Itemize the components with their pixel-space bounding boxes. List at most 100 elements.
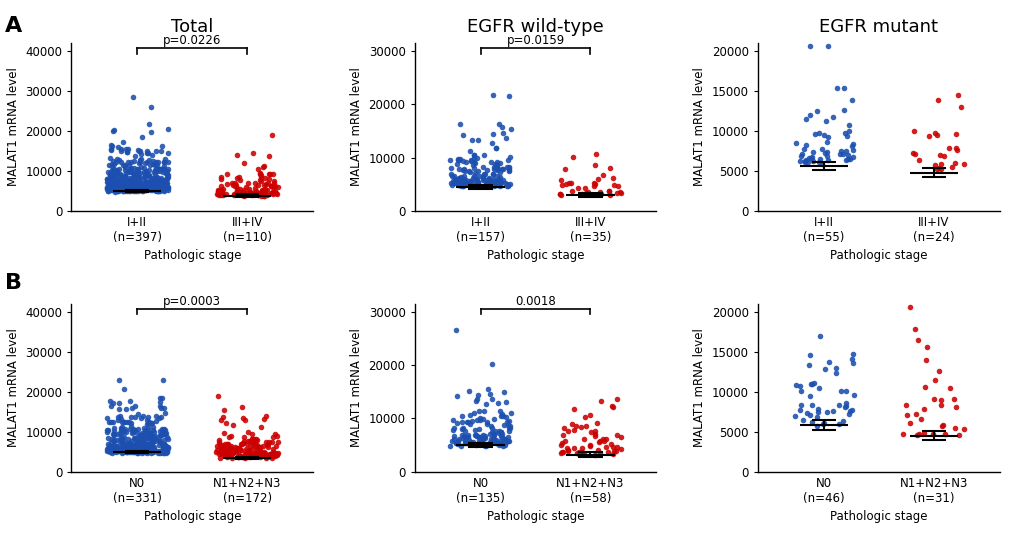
Point bbox=[144, 418, 160, 427]
Point bbox=[106, 171, 122, 180]
Point bbox=[122, 413, 139, 421]
Point bbox=[218, 449, 234, 458]
Point bbox=[569, 184, 585, 192]
Point bbox=[125, 169, 142, 177]
Point bbox=[494, 165, 511, 173]
Point bbox=[115, 446, 131, 455]
Point bbox=[127, 444, 144, 452]
Point bbox=[151, 414, 167, 423]
Point bbox=[135, 435, 151, 444]
Point bbox=[815, 131, 832, 139]
Point bbox=[242, 189, 258, 197]
Point bbox=[103, 168, 119, 177]
Point bbox=[117, 445, 133, 453]
Point bbox=[257, 188, 273, 196]
Point bbox=[255, 162, 271, 171]
Point bbox=[499, 421, 516, 429]
Point bbox=[156, 428, 172, 437]
Point bbox=[130, 410, 147, 419]
Point bbox=[597, 435, 613, 443]
Point bbox=[147, 185, 163, 194]
Point bbox=[489, 181, 505, 190]
Point bbox=[253, 191, 269, 200]
Point bbox=[136, 167, 152, 176]
Point bbox=[131, 446, 148, 455]
Point bbox=[145, 180, 161, 188]
Point bbox=[810, 129, 826, 137]
Point bbox=[252, 448, 268, 457]
Point bbox=[110, 181, 126, 189]
Point bbox=[218, 442, 234, 451]
Point bbox=[257, 186, 273, 195]
Point bbox=[605, 180, 622, 189]
Point bbox=[141, 429, 157, 437]
Point bbox=[143, 431, 159, 440]
Point bbox=[838, 132, 854, 140]
Point bbox=[952, 102, 968, 111]
Point bbox=[916, 383, 932, 391]
Point bbox=[129, 183, 146, 191]
Point bbox=[459, 439, 475, 448]
Point bbox=[147, 432, 163, 441]
Point bbox=[147, 160, 163, 169]
Point bbox=[457, 167, 473, 175]
Point bbox=[156, 430, 172, 439]
Point bbox=[609, 182, 626, 190]
Point bbox=[133, 440, 150, 449]
Point bbox=[129, 168, 146, 176]
Point bbox=[104, 178, 120, 187]
Point bbox=[106, 186, 122, 195]
Point bbox=[120, 183, 137, 192]
Point bbox=[844, 139, 860, 148]
Point bbox=[797, 155, 813, 164]
Point bbox=[104, 435, 120, 443]
Point bbox=[141, 184, 157, 193]
Point bbox=[110, 187, 126, 195]
Point bbox=[492, 431, 508, 440]
Point bbox=[248, 449, 264, 457]
Point bbox=[140, 148, 156, 157]
Point bbox=[127, 446, 144, 455]
Point bbox=[212, 443, 228, 452]
Point bbox=[232, 451, 249, 460]
Point bbox=[137, 428, 153, 436]
Point bbox=[929, 163, 946, 172]
Y-axis label: MALAT1 mRNA level: MALAT1 mRNA level bbox=[350, 68, 363, 187]
Point bbox=[136, 185, 152, 193]
Point bbox=[155, 404, 171, 412]
Point bbox=[809, 408, 825, 416]
Point bbox=[791, 157, 807, 166]
Point bbox=[124, 187, 141, 196]
Point bbox=[212, 453, 228, 462]
Point bbox=[590, 438, 606, 446]
Point bbox=[156, 187, 172, 196]
Point bbox=[127, 444, 144, 453]
Point bbox=[571, 450, 587, 459]
Point bbox=[117, 161, 133, 169]
Point bbox=[219, 453, 235, 461]
Point bbox=[214, 441, 230, 450]
Point bbox=[148, 185, 164, 193]
Point bbox=[239, 178, 256, 187]
Point bbox=[100, 440, 116, 448]
Point bbox=[502, 125, 519, 133]
Point bbox=[148, 179, 164, 188]
Point bbox=[138, 184, 154, 193]
Point bbox=[498, 182, 515, 190]
Point bbox=[99, 178, 115, 187]
Point bbox=[128, 449, 145, 457]
Point bbox=[498, 180, 515, 189]
Point bbox=[137, 426, 153, 434]
Point bbox=[110, 412, 126, 421]
Point bbox=[604, 443, 621, 451]
Point bbox=[105, 165, 121, 173]
Point bbox=[120, 441, 137, 450]
Point bbox=[227, 189, 244, 197]
Point bbox=[945, 395, 961, 404]
Point bbox=[149, 174, 165, 182]
Point bbox=[250, 448, 266, 457]
Point bbox=[145, 448, 161, 456]
Point bbox=[818, 152, 835, 161]
Point bbox=[231, 185, 248, 193]
Point bbox=[100, 178, 116, 187]
